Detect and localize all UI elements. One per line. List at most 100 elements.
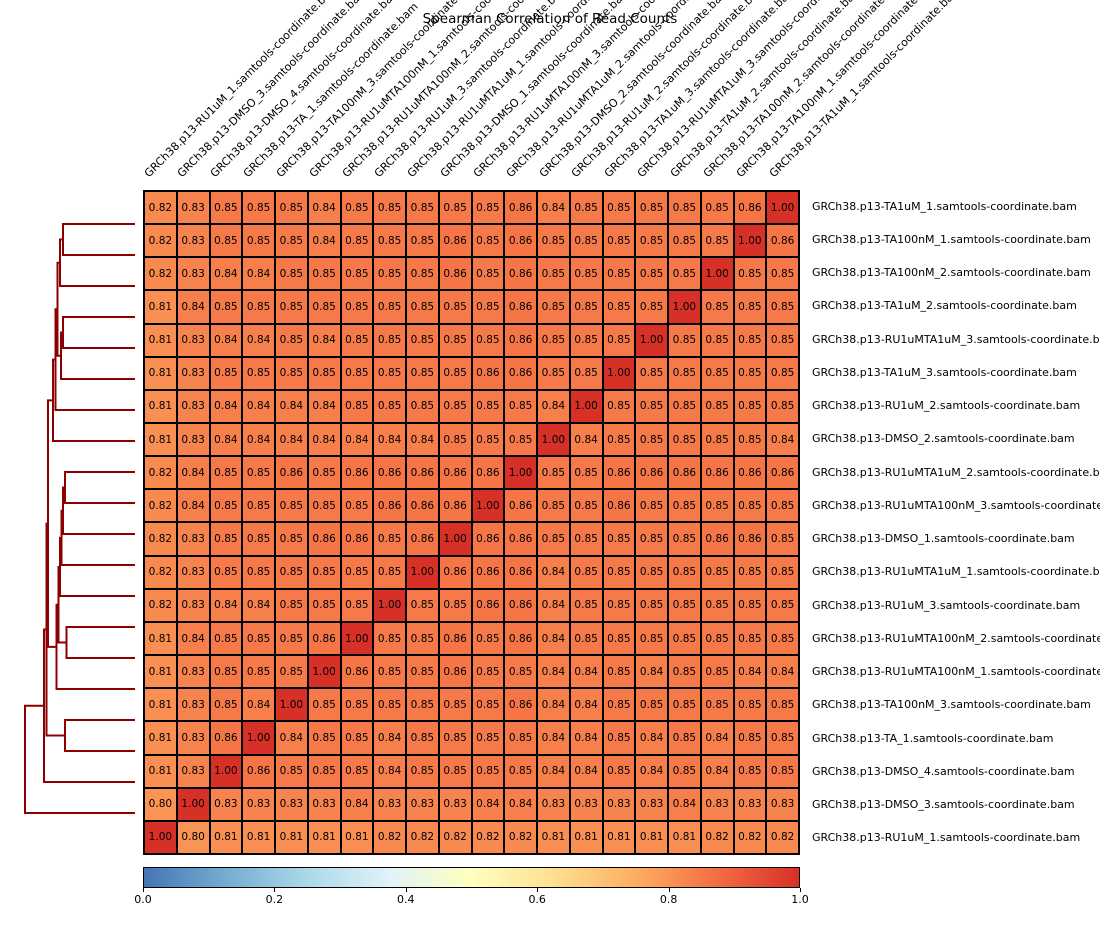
plot-title: Spearman Correlation of Read Counts — [422, 11, 678, 27]
heatmap-cell: 0.86 — [341, 656, 373, 688]
heatmap-cell: 0.84 — [538, 689, 569, 721]
heatmap-cell: 0.85 — [636, 291, 667, 323]
heatmap-cell: 0.85 — [407, 258, 438, 290]
heatmap-cell: 0.86 — [407, 523, 438, 555]
heatmap-cell: 0.85 — [570, 357, 602, 389]
heatmap-cell: 0.85 — [636, 424, 667, 456]
heatmap-cell: 0.85 — [505, 390, 536, 423]
heatmap-cell: 0.85 — [472, 722, 504, 754]
heatmap-cell: 0.85 — [734, 390, 766, 423]
heatmap-cell: 0.85 — [701, 556, 733, 588]
heatmap-cell: 1.00 — [767, 192, 798, 224]
heatmap-cell: 0.82 — [407, 821, 438, 853]
heatmap-cell: 0.84 — [243, 324, 274, 356]
heatmap-cell: 0.85 — [276, 291, 307, 323]
heatmap-cell: 0.85 — [538, 523, 569, 555]
heatmap-cell: 0.85 — [701, 622, 733, 655]
heatmap-cell: 0.85 — [701, 656, 733, 688]
heatmap-cell: 0.86 — [472, 523, 504, 555]
heatmap-cell: 0.85 — [603, 324, 635, 356]
row-label: GRCh38.p13-RU1uM_1.samtools-coordinate.b… — [812, 831, 1081, 845]
heatmap-cell: 0.82 — [145, 490, 176, 522]
heatmap-cell: 0.85 — [603, 656, 635, 688]
heatmap-cell: 0.83 — [177, 556, 209, 588]
heatmap-cell: 0.85 — [276, 622, 307, 655]
heatmap-cell: 0.85 — [374, 225, 405, 257]
heatmap-cell: 0.84 — [177, 490, 209, 522]
heatmap-cell: 0.85 — [570, 192, 602, 224]
heatmap-cell: 0.82 — [701, 821, 733, 853]
heatmap-cell: 0.85 — [767, 490, 798, 522]
row-label: GRCh38.p13-RU1uMTA1uM_1.samtools-coordin… — [812, 565, 1100, 579]
heatmap-cell: 0.86 — [701, 523, 733, 555]
heatmap-cell: 0.85 — [276, 589, 307, 621]
heatmap-cell: 1.00 — [177, 788, 209, 820]
heatmap-cell: 0.86 — [374, 490, 405, 522]
heatmap-cell: 0.85 — [472, 656, 504, 688]
heatmap-cell: 0.80 — [145, 788, 176, 820]
heatmap-cell: 0.85 — [570, 225, 602, 257]
dendrogram-link — [64, 719, 135, 752]
heatmap-cell: 0.82 — [145, 523, 176, 555]
heatmap-cell: 0.85 — [341, 357, 373, 389]
heatmap-cell: 0.84 — [538, 192, 569, 224]
heatmap-cell: 0.85 — [538, 357, 569, 389]
heatmap-cell: 0.85 — [341, 689, 373, 721]
heatmap-cell: 0.84 — [701, 755, 733, 787]
heatmap-cell: 0.86 — [472, 589, 504, 621]
heatmap-cell: 0.85 — [374, 192, 405, 224]
heatmap-cell: 0.83 — [177, 357, 209, 389]
heatmap-cell: 0.85 — [570, 291, 602, 323]
row-label: GRCh38.p13-TA1uM_3.samtools-coordinate.b… — [812, 365, 1077, 379]
heatmap-cell: 1.00 — [636, 324, 667, 356]
heatmap-cell: 0.82 — [145, 457, 176, 489]
heatmap-cell: 0.81 — [276, 821, 307, 853]
row-label: GRCh38.p13-TA1uM_1.samtools-coordinate.b… — [812, 199, 1077, 213]
heatmap-cell: 1.00 — [472, 490, 504, 522]
heatmap-cell: 0.84 — [308, 424, 340, 456]
colorbar-tick-mark — [668, 888, 670, 892]
heatmap-cell: 0.82 — [505, 821, 536, 853]
heatmap-cell: 0.84 — [374, 722, 405, 754]
heatmap-cell: 0.86 — [341, 457, 373, 489]
heatmap-cell: 0.85 — [767, 755, 798, 787]
heatmap-cell: 0.85 — [439, 424, 471, 456]
heatmap-cell: 1.00 — [243, 722, 274, 754]
heatmap-cell: 0.85 — [734, 324, 766, 356]
heatmap-cell: 0.85 — [407, 689, 438, 721]
heatmap-cell: 0.83 — [177, 589, 209, 621]
heatmap-cell: 0.86 — [407, 457, 438, 489]
heatmap-cell: 0.85 — [701, 689, 733, 721]
heatmap-cell: 0.83 — [538, 788, 569, 820]
heatmap-cell: 0.85 — [636, 192, 667, 224]
heatmap-cell: 0.85 — [570, 622, 602, 655]
heatmap-cell: 0.85 — [767, 589, 798, 621]
dendrogram-link — [62, 223, 135, 256]
heatmap-cell: 1.00 — [341, 622, 373, 655]
heatmap-cell: 0.83 — [767, 788, 798, 820]
heatmap-cell: 0.85 — [407, 192, 438, 224]
heatmap-cell: 0.85 — [439, 390, 471, 423]
heatmap-cell: 0.82 — [374, 821, 405, 853]
heatmap-cell: 0.86 — [439, 490, 471, 522]
heatmap-cell: 0.85 — [505, 656, 536, 688]
heatmap-cell: 0.85 — [603, 755, 635, 787]
heatmap-cell: 0.84 — [243, 424, 274, 456]
colorbar-tick-label: 0.2 — [265, 893, 284, 906]
heatmap-cell: 0.85 — [472, 291, 504, 323]
heatmap-cell: 0.85 — [734, 424, 766, 456]
heatmap-cell: 0.81 — [145, 656, 176, 688]
heatmap-cell: 0.85 — [734, 556, 766, 588]
heatmap-cell: 0.84 — [276, 390, 307, 423]
heatmap-cell: 0.86 — [767, 225, 798, 257]
heatmap-cell: 0.85 — [734, 490, 766, 522]
heatmap-cell: 0.85 — [341, 490, 373, 522]
heatmap-cell: 0.85 — [603, 689, 635, 721]
heatmap-cell: 0.85 — [570, 556, 602, 588]
heatmap-cell: 0.85 — [308, 589, 340, 621]
heatmap-cell: 0.85 — [669, 192, 700, 224]
heatmap-cell: 0.85 — [767, 324, 798, 356]
heatmap-cell: 0.84 — [177, 622, 209, 655]
heatmap-cell: 0.85 — [570, 523, 602, 555]
heatmap-cell: 0.85 — [603, 424, 635, 456]
